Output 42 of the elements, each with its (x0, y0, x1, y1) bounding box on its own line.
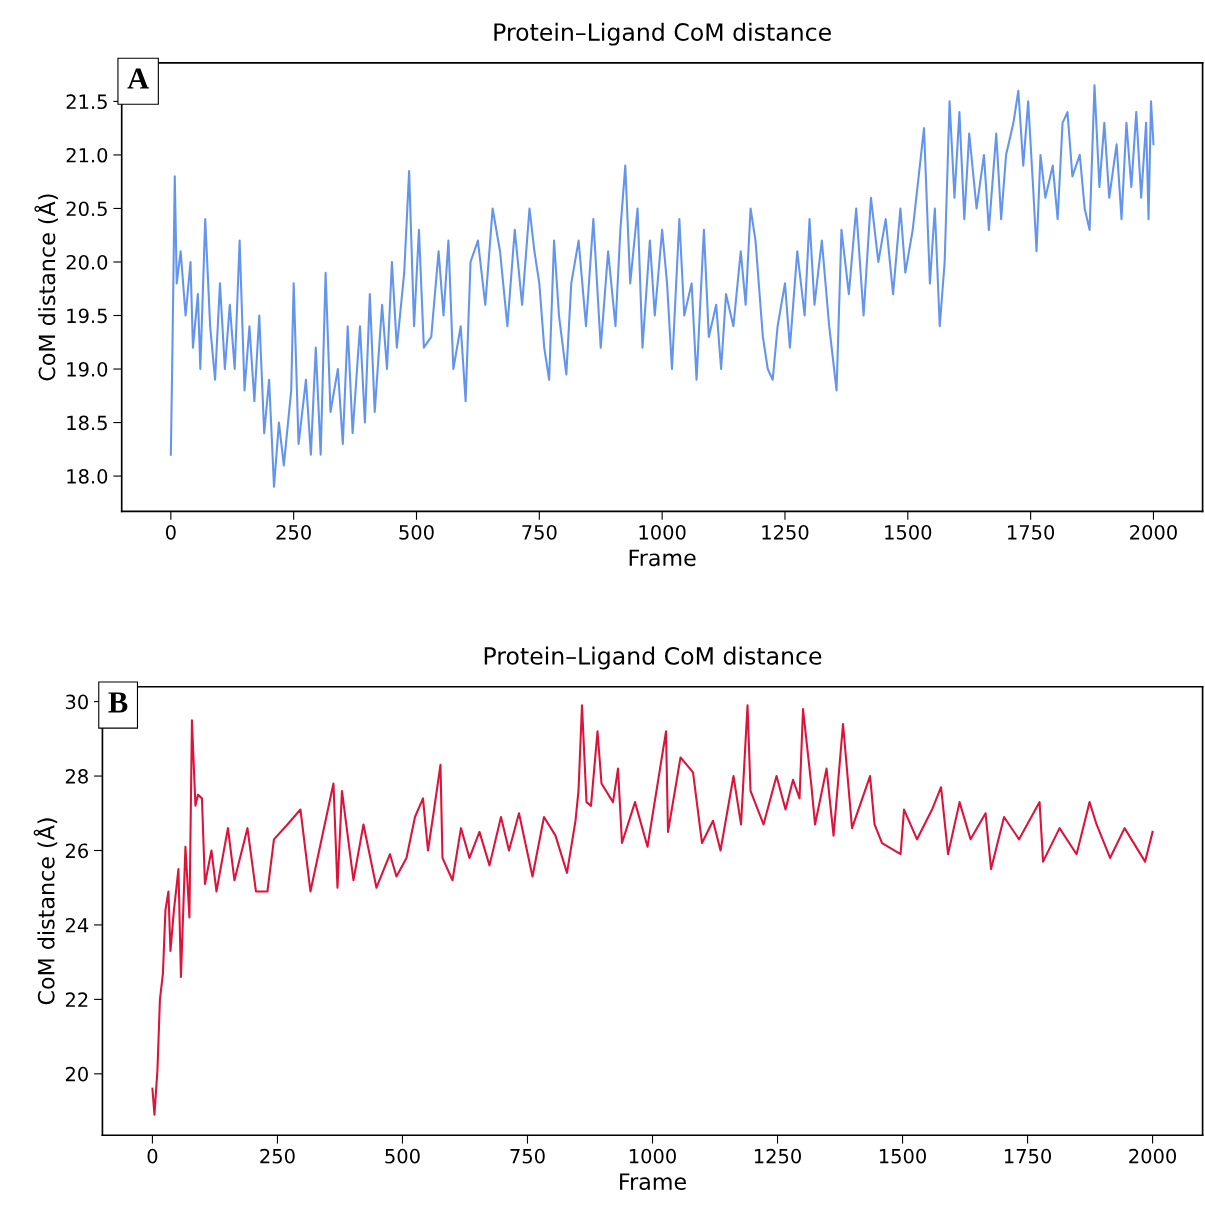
y-tick-label: 26 (65, 843, 89, 859)
y-tick-label: 18.5 (67, 415, 107, 431)
x-tick-label: 1750 (1004, 1148, 1052, 1164)
x-tick-label: 0 (147, 1148, 158, 1164)
x-tick-label: 250 (260, 1148, 295, 1164)
line-series (151, 704, 1154, 1116)
chart-title: Protein–Ligand CoM distance (494, 22, 831, 46)
x-tick-label: 1000 (639, 524, 686, 540)
x-tick-label: 0 (165, 524, 176, 540)
y-tick-label: 21.0 (66, 147, 108, 163)
y-tick-label: 28 (65, 769, 88, 784)
y-tick-label: 19.0 (67, 361, 108, 377)
x-tick-label: 1750 (1008, 524, 1055, 540)
y-tick-label: 24 (65, 917, 89, 933)
y-tick-label: 20 (65, 1066, 88, 1082)
y-tick-label: 20.5 (66, 201, 107, 217)
x-tick-label: 250 (276, 524, 311, 540)
x-tick-label: 1000 (629, 1148, 676, 1164)
x-tick-label: 500 (385, 1148, 420, 1164)
line-series (169, 84, 1155, 488)
x-tick-label: 1250 (754, 1148, 801, 1164)
x-tick-label: 1500 (879, 1148, 926, 1164)
x-tick-label: 2000 (1129, 1148, 1177, 1164)
x-axis-title: Frame (620, 1173, 686, 1191)
x-tick-label: 750 (522, 524, 557, 540)
y-tick-label: 18.0 (67, 469, 108, 484)
annotation: A (127, 68, 149, 89)
x-axis-title: Frame (629, 549, 696, 567)
y-tick-label: 20.0 (66, 254, 108, 270)
x-tick-label: 1500 (885, 524, 932, 540)
y-axis-title: CoM distance (Å) (34, 194, 58, 381)
y-tick-label: 22 (65, 992, 88, 1007)
x-tick-label: 750 (510, 1148, 545, 1164)
y-tick-label: 19.5 (67, 308, 107, 324)
x-tick-label: 1250 (762, 524, 809, 540)
annotation: B (108, 692, 128, 713)
x-tick-label: 500 (399, 524, 434, 540)
chart-title: Protein–Ligand CoM distance (484, 646, 822, 670)
x-tick-label: 2000 (1130, 524, 1177, 540)
y-tick-label: 21.5 (66, 94, 107, 110)
y-tick-label: 30 (65, 694, 88, 710)
y-axis-title: CoM distance (Å) (33, 818, 58, 1005)
